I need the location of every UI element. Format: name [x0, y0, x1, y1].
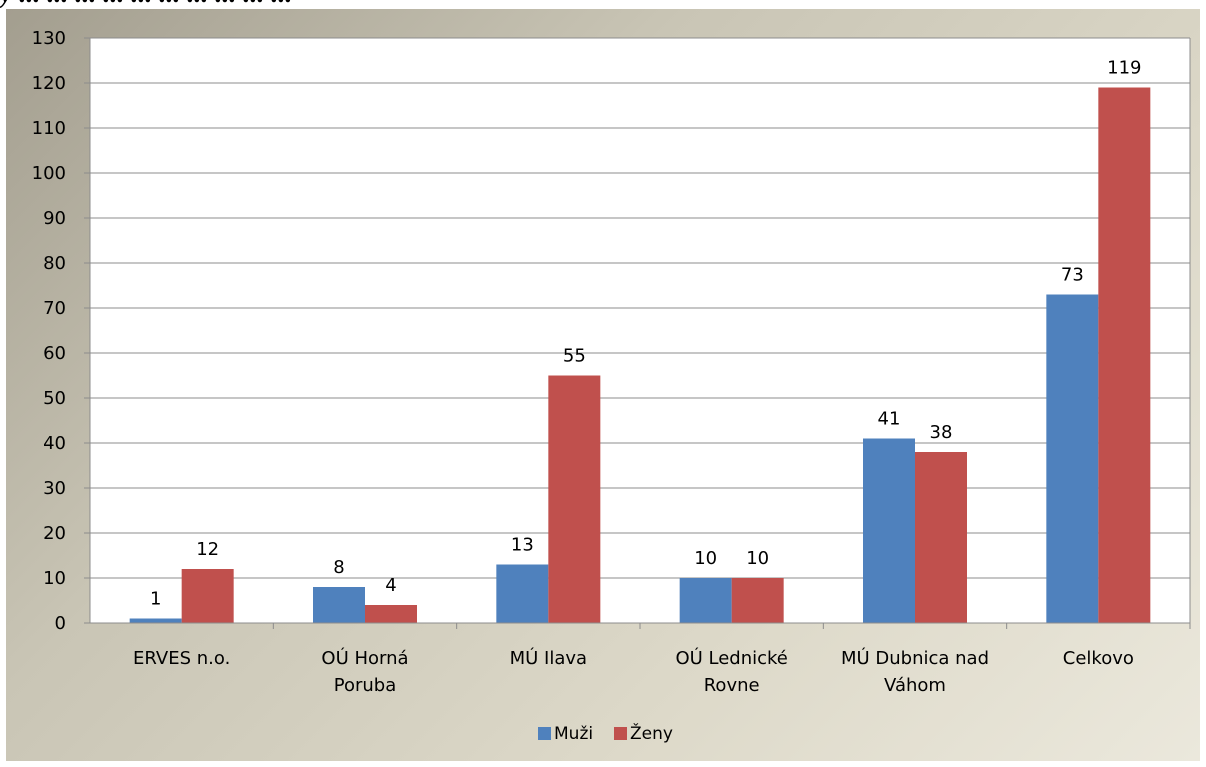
bar-ženy — [915, 452, 967, 623]
bar-muži — [863, 438, 915, 623]
legend: Muži Ženy — [538, 722, 673, 744]
y-tick-label: 90 — [43, 208, 66, 229]
data-label: 1 — [150, 589, 161, 610]
category-label: MÚ Dubnica nad — [841, 647, 989, 669]
data-labels: 1 12 8 4 13 55 10 10 41 38 73 119 — [150, 58, 1142, 610]
bar-ženy — [731, 578, 784, 623]
y-tick-label: 20 — [43, 523, 66, 544]
data-label: 10 — [746, 548, 769, 569]
bar-muži — [679, 578, 732, 623]
data-label: 8 — [333, 557, 344, 578]
data-label: 41 — [878, 409, 901, 430]
axes — [89, 37, 1191, 629]
category-label: Celkovo — [1063, 648, 1134, 669]
legend-swatch — [538, 727, 551, 740]
y-tick-label: 60 — [43, 343, 66, 364]
bar-muži — [1046, 294, 1099, 623]
y-tick-label: 110 — [32, 118, 66, 139]
cropped-title: y ... ... ... ... ... ... ... ... ... ..… — [0, 0, 1206, 9]
category-label: ERVES n.o. — [133, 648, 230, 669]
data-label: 73 — [1061, 265, 1084, 286]
bar-ženy — [365, 605, 417, 623]
legend-label: Ženy — [630, 722, 673, 744]
cropped-title-text: y ... ... ... ... ... ... ... ... ... ..… — [0, 0, 292, 9]
plot-background — [90, 38, 1190, 623]
y-tick-label: 40 — [43, 433, 66, 454]
data-label: 10 — [694, 548, 717, 569]
data-label: 119 — [1107, 58, 1141, 79]
y-tick-label: 100 — [32, 163, 66, 184]
bar-muži — [496, 564, 549, 623]
category-label: OÚ Lednické — [675, 647, 787, 669]
y-tick-label: 30 — [43, 478, 66, 499]
category-label: Rovne — [704, 675, 760, 696]
x-axis-categories: ERVES n.o. OÚ Horná Poruba MÚ Ilava OÚ Ledni… — [133, 647, 1134, 696]
category-label: Poruba — [334, 675, 397, 696]
bar-muži — [313, 587, 365, 623]
data-label: 38 — [930, 422, 953, 443]
bar-ženy — [181, 569, 234, 623]
legend-swatch — [614, 727, 627, 740]
y-tick-label: 130 — [32, 28, 66, 49]
category-label: MÚ Ilava — [510, 647, 587, 669]
data-label: 13 — [511, 535, 534, 556]
category-label: OÚ Horná — [321, 647, 408, 669]
y-tick-label: 10 — [43, 568, 66, 589]
bar-muži — [129, 618, 182, 623]
y-tick-label: 0 — [55, 613, 66, 634]
y-tick-label: 70 — [43, 298, 66, 319]
category-label: Váhom — [884, 675, 946, 696]
y-tick-label: 80 — [43, 253, 66, 274]
bars — [129, 87, 1151, 623]
data-label: 4 — [385, 575, 396, 596]
plot-area — [90, 38, 1190, 623]
y-tick-label: 50 — [43, 388, 66, 409]
y-axis-ticks: 0 10 20 30 40 50 60 70 80 90 100 110 120 130 — [32, 28, 90, 634]
bar-ženy — [1098, 87, 1151, 623]
data-label: 55 — [563, 346, 586, 367]
data-label: 12 — [196, 539, 219, 560]
bar-ženy — [548, 375, 601, 623]
y-tick-label: 120 — [32, 73, 66, 94]
legend-label: Muži — [554, 724, 593, 744]
